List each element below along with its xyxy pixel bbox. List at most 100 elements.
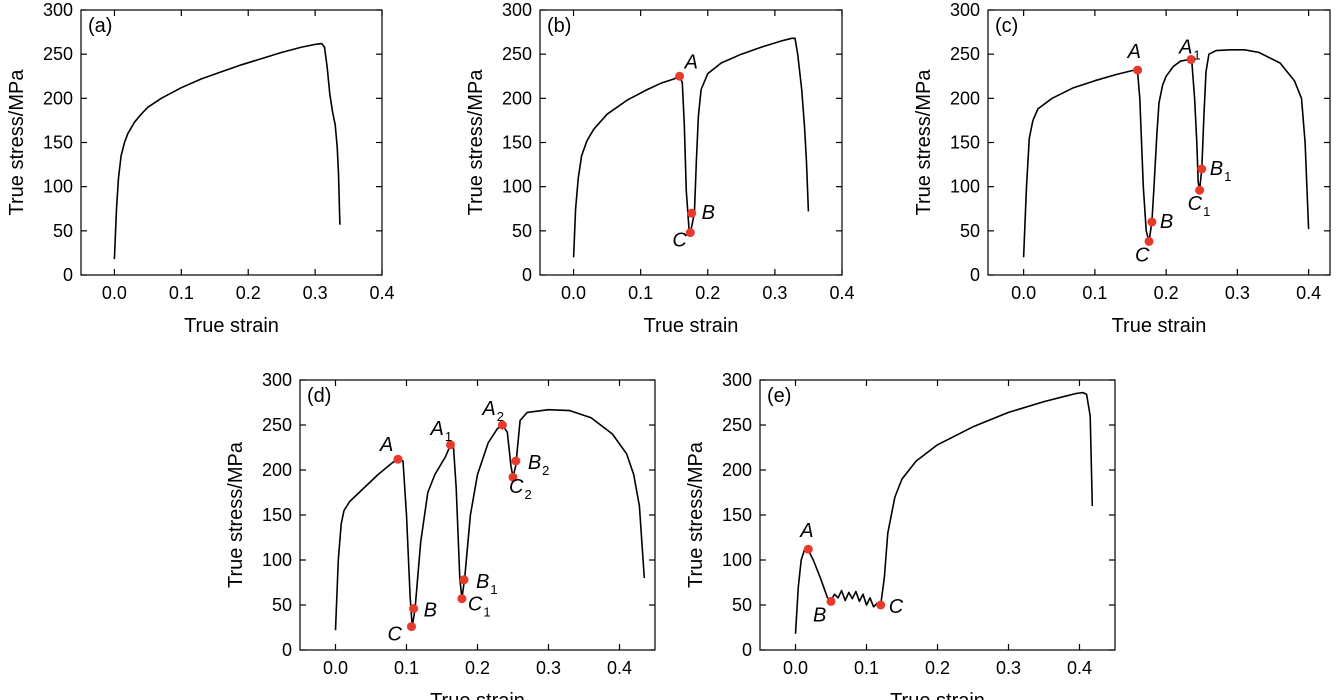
y-tick-label: 200 — [43, 88, 73, 108]
plot-frame — [987, 9, 1331, 276]
x-tick-label: 0.2 — [236, 283, 261, 303]
point-A — [675, 71, 685, 81]
x-tick-label: 0.0 — [323, 658, 348, 678]
point-label: C2 — [509, 476, 532, 502]
y-tick-label: 250 — [722, 415, 752, 435]
point-B2 — [511, 456, 521, 466]
x-tick-label: 0.0 — [102, 283, 127, 303]
point-label: B — [702, 202, 715, 224]
point-A1 — [446, 440, 456, 450]
panel-label: (b) — [547, 15, 571, 37]
y-tick-label: 0 — [282, 640, 292, 660]
y-axis-label: True stress/MPa — [225, 441, 247, 588]
y-tick-label: 300 — [722, 370, 752, 390]
y-tick-label: 300 — [502, 0, 532, 20]
point-B1 — [459, 575, 469, 585]
point-B — [687, 208, 697, 218]
x-tick-label: 0.0 — [561, 283, 586, 303]
y-tick-label: 100 — [502, 177, 532, 197]
x-tick-label: 0.4 — [369, 283, 394, 303]
y-tick-label: 100 — [722, 550, 752, 570]
point-label: C — [889, 596, 904, 618]
point-label: A1 — [430, 418, 453, 444]
y-tick-label: 150 — [262, 505, 292, 525]
x-tick-label: 0.1 — [628, 283, 653, 303]
point-C — [876, 600, 886, 610]
point-B1 — [1197, 164, 1207, 174]
panel-c: 0 50 100 150 200 250 300 0.0 0.1 0.2 0.3 0.4 True st… — [913, 0, 1331, 337]
panel-b: 0 50 100 150 200 250 300 0.0 0.1 0.2 0.3 0.4 True st… — [465, 0, 855, 337]
point-B — [1147, 217, 1157, 227]
y-tick-label: 150 — [950, 133, 980, 153]
panel-label: (a) — [88, 15, 112, 37]
panel-label: (e) — [767, 385, 791, 407]
point-A — [803, 544, 813, 554]
x-tick-label: 0.1 — [1082, 283, 1107, 303]
y-tick-label: 300 — [950, 0, 980, 20]
stress-strain-curve — [113, 42, 341, 260]
stress-strain-curve — [334, 408, 646, 631]
panel-a: 0 50 100 150 200 250 300 0.0 0.1 0.2 0.3 0.4 True st… — [6, 0, 395, 337]
point-label: C — [672, 230, 687, 252]
x-tick-label: 0.4 — [607, 658, 632, 678]
y-axis-label: True stress/MPa — [913, 69, 935, 216]
y-tick-label: 150 — [722, 505, 752, 525]
y-tick-label: 50 — [960, 221, 980, 241]
x-axis-label: True strain — [644, 315, 739, 337]
stress-strain-curve — [794, 391, 1094, 634]
y-tick-label: 200 — [722, 460, 752, 480]
y-tick-label: 50 — [732, 595, 752, 615]
point-label: A — [799, 520, 813, 542]
y-axis-label: True stress/MPa — [465, 69, 487, 216]
point-label: C — [1135, 244, 1150, 266]
point-C — [406, 622, 416, 632]
point-A1 — [1186, 54, 1196, 64]
point-label: B — [813, 604, 826, 626]
x-tick-label: 0.1 — [394, 658, 419, 678]
point-label: B — [424, 600, 437, 622]
point-label: C1 — [1188, 193, 1211, 219]
point-C1 — [457, 594, 467, 604]
x-axis-label: True strain — [1112, 315, 1207, 337]
x-tick-label: 0.2 — [925, 658, 950, 678]
x-axis-label: True strain — [890, 690, 985, 700]
point-B — [826, 596, 836, 606]
stress-strain-curve — [1022, 48, 1310, 258]
y-tick-label: 250 — [43, 44, 73, 64]
x-tick-label: 0.2 — [465, 658, 490, 678]
panel-label: (d) — [307, 385, 331, 407]
y-tick-label: 50 — [272, 595, 292, 615]
y-tick-label: 0 — [742, 640, 752, 660]
y-tick-label: 100 — [43, 177, 73, 197]
x-tick-label: 0.1 — [169, 283, 194, 303]
x-axis-label: True strain — [430, 690, 525, 700]
y-tick-label: 100 — [950, 177, 980, 197]
x-tick-label: 0.2 — [695, 283, 720, 303]
y-tick-label: 250 — [502, 44, 532, 64]
x-tick-label: 0.3 — [1225, 283, 1250, 303]
point-label: C — [387, 624, 402, 646]
y-tick-label: 50 — [512, 221, 532, 241]
x-tick-label: 0.3 — [536, 658, 561, 678]
x-tick-label: 0.0 — [1011, 283, 1036, 303]
x-axis-label: True strain — [184, 315, 279, 337]
point-A — [1133, 65, 1143, 75]
y-tick-label: 0 — [970, 265, 980, 285]
x-tick-label: 0.3 — [303, 283, 328, 303]
point-label: A — [379, 434, 393, 456]
x-tick-label: 0.4 — [829, 283, 854, 303]
y-tick-label: 200 — [950, 88, 980, 108]
point-label: A2 — [481, 398, 504, 424]
point-C — [1144, 236, 1154, 246]
x-tick-label: 0.3 — [762, 283, 787, 303]
point-C1 — [1195, 185, 1205, 195]
y-axis-label: True stress/MPa — [6, 69, 28, 216]
x-tick-label: 0.4 — [1067, 658, 1092, 678]
y-tick-label: 200 — [262, 460, 292, 480]
point-label: C1 — [468, 594, 491, 620]
point-B — [409, 604, 419, 614]
point-label: B — [1160, 211, 1173, 233]
x-tick-label: 0.0 — [783, 658, 808, 678]
point-label: A — [1127, 41, 1141, 63]
